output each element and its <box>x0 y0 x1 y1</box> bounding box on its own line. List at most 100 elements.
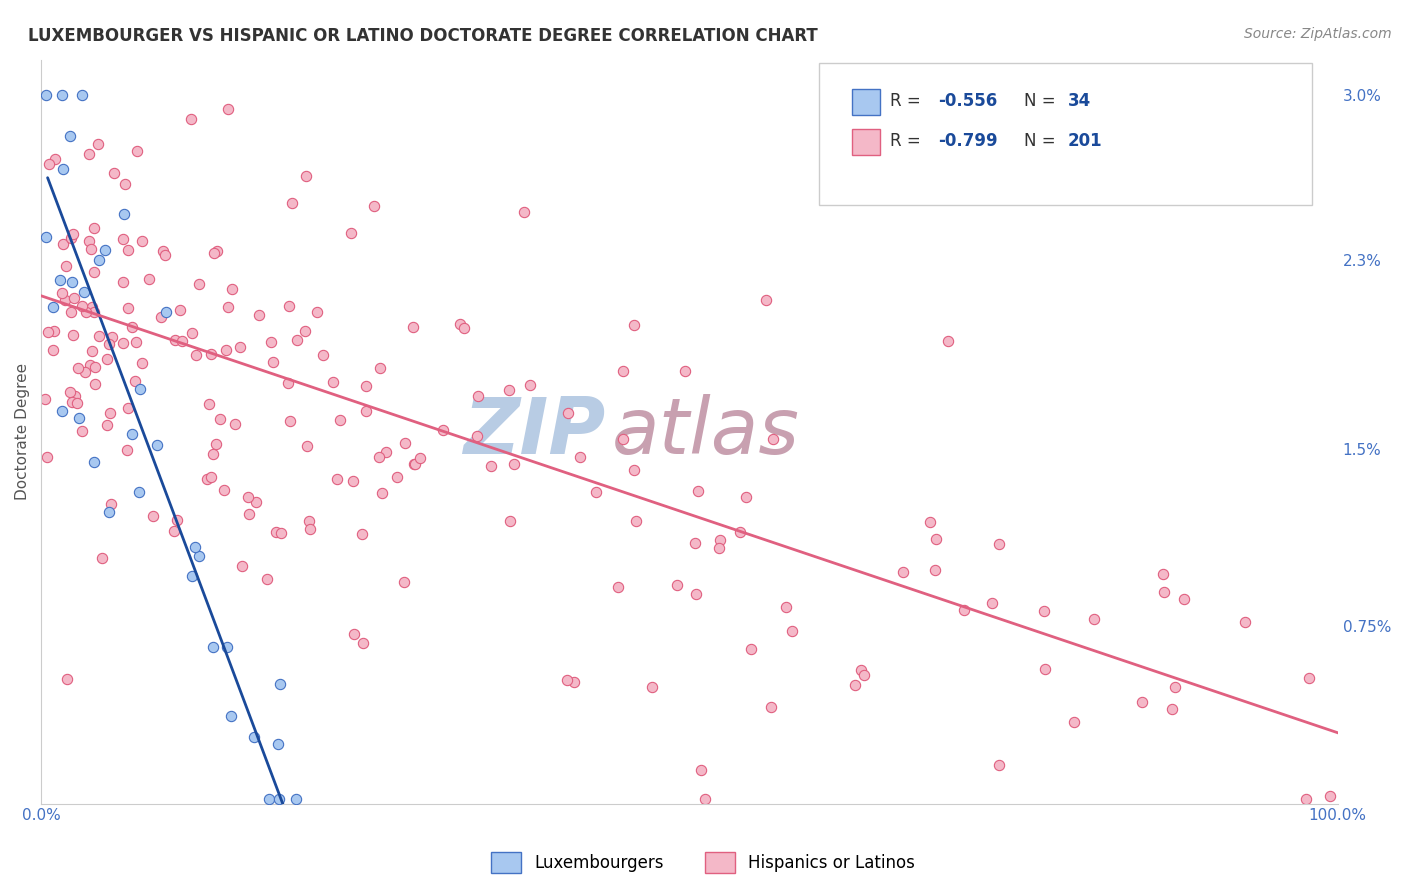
Point <box>641 680 664 694</box>
Point <box>202 447 225 461</box>
Point <box>343 627 366 641</box>
Point <box>146 438 169 452</box>
Point <box>740 641 762 656</box>
Point <box>127 144 149 158</box>
Point <box>42 324 65 338</box>
Point <box>1130 695 1153 709</box>
Point <box>37 450 59 464</box>
Point <box>352 636 374 650</box>
Point <box>51 285 73 300</box>
Point <box>83 221 105 235</box>
Point <box>180 112 202 127</box>
Point <box>121 426 143 441</box>
Point <box>298 522 321 536</box>
Text: atlas: atlas <box>612 393 800 469</box>
Point <box>70 300 93 314</box>
Point <box>891 565 914 579</box>
FancyBboxPatch shape <box>820 63 1312 204</box>
Point <box>285 333 308 347</box>
Point <box>195 472 218 486</box>
Point <box>371 486 394 500</box>
Point <box>499 514 522 528</box>
Point <box>73 285 96 300</box>
Point <box>96 418 118 433</box>
Point <box>82 301 104 315</box>
Point <box>623 463 645 477</box>
Point <box>1173 591 1195 606</box>
Point <box>83 455 105 469</box>
Point <box>59 128 82 143</box>
Point <box>83 304 105 318</box>
Point <box>112 207 135 221</box>
Point <box>775 600 797 615</box>
Point <box>52 236 75 251</box>
Point <box>728 525 751 540</box>
Text: N =: N = <box>1024 132 1062 150</box>
Point <box>215 343 238 357</box>
Point <box>270 525 292 540</box>
Point <box>204 437 226 451</box>
Point <box>59 385 82 400</box>
FancyBboxPatch shape <box>852 128 880 155</box>
Text: R =: R = <box>890 92 927 111</box>
Point <box>368 450 391 465</box>
Point <box>96 351 118 366</box>
Point <box>80 243 103 257</box>
Point <box>138 272 160 286</box>
Point <box>394 436 416 450</box>
Point <box>673 364 696 378</box>
Point <box>63 291 86 305</box>
Point <box>408 451 430 466</box>
Point <box>623 318 645 332</box>
Point <box>42 300 65 314</box>
Point <box>260 334 283 349</box>
Point <box>169 302 191 317</box>
Point <box>205 244 228 258</box>
Point <box>38 157 60 171</box>
Point <box>755 293 778 308</box>
Point <box>34 392 56 406</box>
Text: R =: R = <box>890 132 927 150</box>
Point <box>980 596 1002 610</box>
Text: 201: 201 <box>1069 132 1102 150</box>
Point <box>685 586 707 600</box>
Point <box>329 413 352 427</box>
Point <box>60 231 83 245</box>
Text: Source: ZipAtlas.com: Source: ZipAtlas.com <box>1244 27 1392 41</box>
Point <box>100 330 122 344</box>
Point <box>555 673 578 687</box>
Point <box>683 536 706 550</box>
Point <box>952 603 974 617</box>
Point <box>238 507 260 521</box>
Point <box>98 505 121 519</box>
Point <box>374 445 396 459</box>
Point <box>256 572 278 586</box>
Point <box>37 325 59 339</box>
Point <box>402 320 425 334</box>
Text: -0.799: -0.799 <box>938 132 998 150</box>
Point <box>82 343 104 358</box>
Point <box>229 340 252 354</box>
Point <box>91 550 114 565</box>
Point <box>44 152 66 166</box>
Point <box>278 299 301 313</box>
Point <box>124 374 146 388</box>
Point <box>503 457 526 471</box>
Text: ZIP: ZIP <box>463 393 605 469</box>
Point <box>709 533 731 548</box>
Point <box>267 792 290 806</box>
Point <box>42 343 65 357</box>
Point <box>849 663 872 677</box>
Point <box>35 230 58 244</box>
Point <box>98 406 121 420</box>
Point <box>201 640 224 655</box>
Point <box>780 624 803 639</box>
Point <box>264 525 287 540</box>
Point <box>247 309 270 323</box>
Point <box>117 244 139 258</box>
Point <box>208 412 231 426</box>
Point <box>163 524 186 538</box>
Point <box>852 668 875 682</box>
Point <box>163 333 186 347</box>
Point <box>269 677 291 691</box>
